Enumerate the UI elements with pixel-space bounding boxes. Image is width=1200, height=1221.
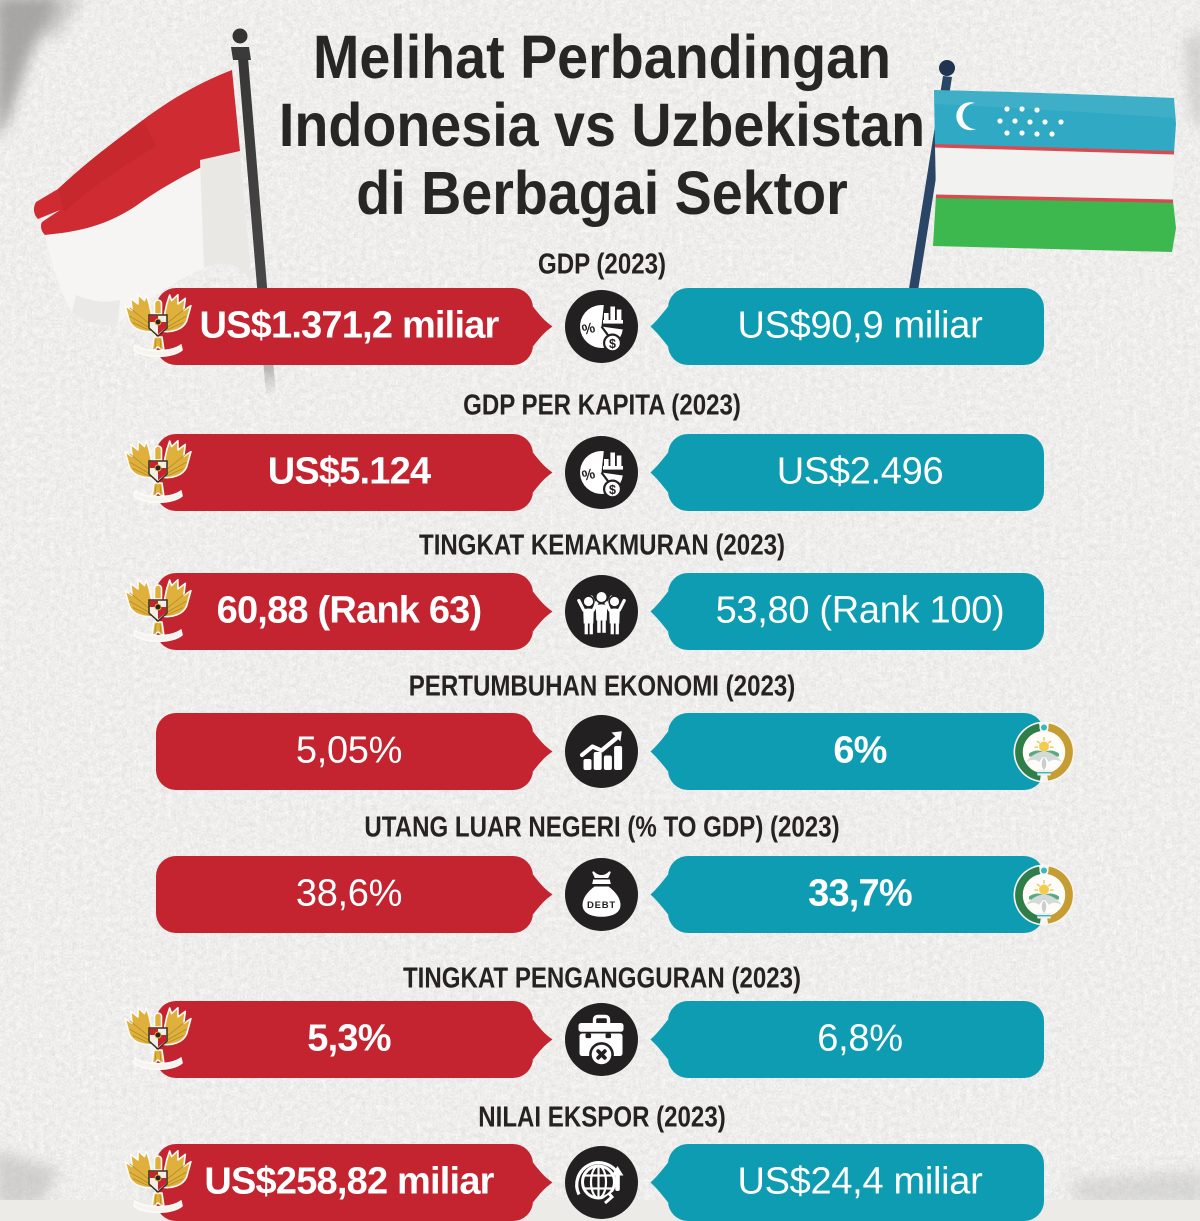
- svg-text:$: $: [609, 337, 616, 351]
- svg-text:DEBT: DEBT: [587, 900, 616, 911]
- svg-text:$: $: [609, 483, 616, 497]
